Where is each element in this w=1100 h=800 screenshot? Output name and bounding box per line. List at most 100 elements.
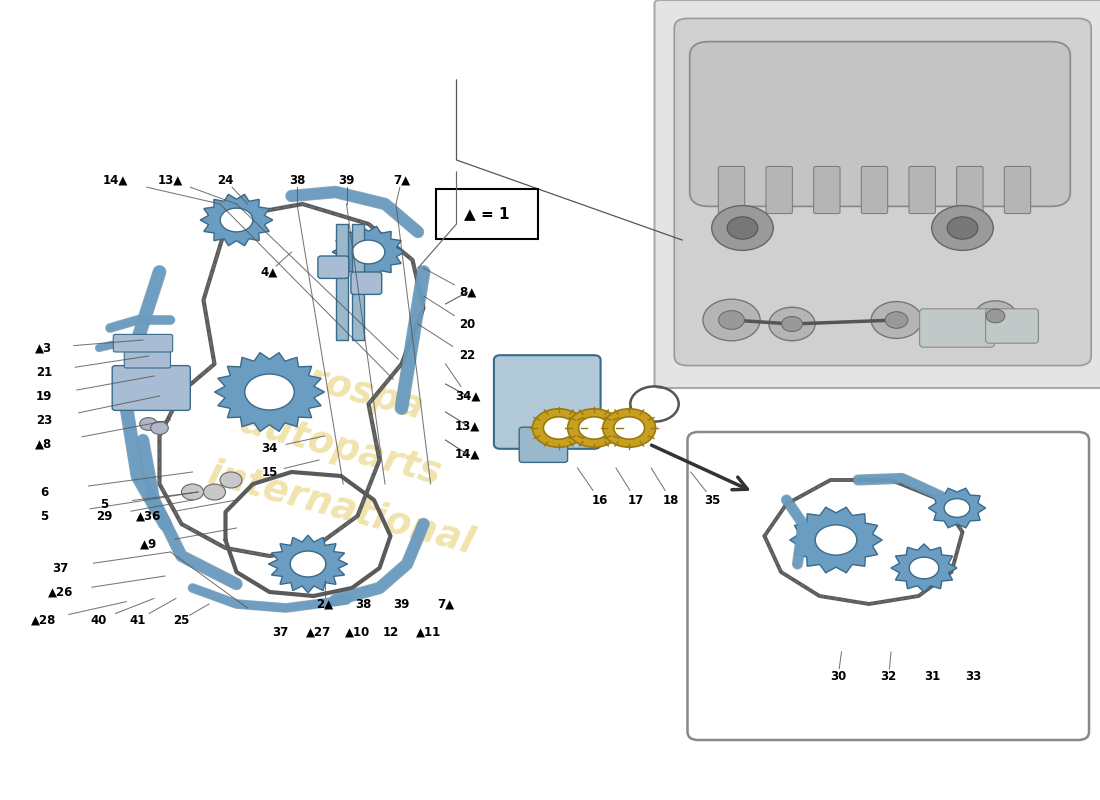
Text: 41: 41 — [130, 614, 145, 626]
FancyBboxPatch shape — [654, 0, 1100, 388]
Polygon shape — [790, 507, 882, 573]
FancyBboxPatch shape — [920, 309, 994, 347]
Text: 16: 16 — [592, 494, 607, 506]
Text: 38: 38 — [289, 174, 305, 186]
FancyBboxPatch shape — [861, 166, 888, 214]
Circle shape — [603, 409, 656, 447]
Text: 23: 23 — [36, 414, 52, 426]
Circle shape — [543, 417, 574, 439]
FancyBboxPatch shape — [113, 334, 173, 352]
Text: 34▲: 34▲ — [454, 390, 481, 402]
Text: ▲10: ▲10 — [345, 626, 370, 638]
Text: 18: 18 — [663, 494, 679, 506]
Circle shape — [151, 422, 168, 434]
Circle shape — [871, 302, 922, 338]
Circle shape — [204, 484, 226, 500]
FancyBboxPatch shape — [766, 166, 792, 214]
Text: 34: 34 — [262, 442, 277, 454]
Polygon shape — [214, 353, 324, 431]
FancyBboxPatch shape — [494, 355, 601, 449]
Text: 12: 12 — [383, 626, 398, 638]
Circle shape — [140, 418, 157, 430]
Text: 5: 5 — [40, 510, 48, 522]
Circle shape — [712, 206, 773, 250]
FancyBboxPatch shape — [909, 166, 935, 214]
Circle shape — [718, 310, 745, 330]
FancyBboxPatch shape — [351, 272, 382, 294]
Text: ▲27: ▲27 — [307, 626, 331, 638]
Text: 29: 29 — [97, 510, 112, 522]
FancyBboxPatch shape — [436, 189, 538, 239]
Text: 30: 30 — [830, 670, 846, 682]
Circle shape — [220, 208, 253, 232]
Polygon shape — [200, 194, 273, 246]
FancyBboxPatch shape — [674, 18, 1091, 366]
Circle shape — [769, 307, 815, 341]
Text: 32: 32 — [881, 670, 896, 682]
Polygon shape — [928, 488, 986, 528]
Circle shape — [932, 206, 993, 250]
Circle shape — [244, 374, 295, 410]
Text: 37: 37 — [53, 562, 68, 574]
Text: 37: 37 — [273, 626, 288, 638]
Circle shape — [220, 472, 242, 488]
Text: autoparts: autoparts — [236, 404, 446, 492]
Text: ▲28: ▲28 — [31, 614, 57, 626]
Text: 22: 22 — [460, 350, 475, 362]
Text: 35: 35 — [705, 494, 720, 506]
FancyBboxPatch shape — [124, 347, 170, 368]
Text: 13▲: 13▲ — [158, 174, 183, 186]
Circle shape — [909, 557, 939, 579]
Text: 39: 39 — [339, 174, 354, 186]
Text: 20: 20 — [460, 318, 475, 330]
Text: 39: 39 — [394, 598, 409, 610]
Circle shape — [947, 217, 978, 239]
Text: ▲36: ▲36 — [135, 510, 162, 522]
Text: ▲9: ▲9 — [140, 538, 157, 550]
Circle shape — [944, 498, 970, 518]
Text: 25: 25 — [174, 614, 189, 626]
Text: 19: 19 — [36, 390, 52, 402]
Text: 21: 21 — [36, 366, 52, 378]
Text: 4▲: 4▲ — [261, 266, 278, 278]
Text: 15: 15 — [262, 466, 277, 478]
Circle shape — [532, 409, 585, 447]
Text: 2▲: 2▲ — [316, 598, 333, 610]
Text: 14▲: 14▲ — [454, 448, 481, 461]
Circle shape — [568, 409, 620, 447]
Text: 33: 33 — [966, 670, 981, 682]
Circle shape — [975, 301, 1016, 331]
Text: 14▲: 14▲ — [102, 174, 129, 186]
Circle shape — [579, 417, 609, 439]
Text: 31: 31 — [925, 670, 940, 682]
Text: ▲26: ▲26 — [47, 586, 74, 598]
Text: ▲8: ▲8 — [35, 438, 53, 450]
Text: 13▲: 13▲ — [455, 419, 480, 432]
Circle shape — [352, 240, 385, 264]
Text: ▲ = 1: ▲ = 1 — [464, 206, 509, 222]
Circle shape — [782, 317, 802, 331]
Text: 5: 5 — [100, 498, 109, 510]
FancyBboxPatch shape — [690, 42, 1070, 206]
FancyBboxPatch shape — [957, 166, 983, 214]
Bar — [336, 224, 348, 340]
Circle shape — [727, 217, 758, 239]
Circle shape — [815, 525, 857, 555]
Text: 7▲: 7▲ — [437, 598, 454, 610]
Text: 8▲: 8▲ — [459, 286, 476, 298]
Polygon shape — [332, 226, 405, 278]
Circle shape — [182, 484, 204, 500]
Circle shape — [886, 312, 907, 328]
FancyBboxPatch shape — [519, 427, 568, 462]
Text: 6: 6 — [40, 486, 48, 498]
Polygon shape — [891, 544, 957, 592]
Bar — [352, 224, 364, 340]
FancyBboxPatch shape — [1004, 166, 1031, 214]
Text: 17: 17 — [628, 494, 643, 506]
Text: 38: 38 — [355, 598, 371, 610]
FancyBboxPatch shape — [112, 366, 190, 410]
Circle shape — [614, 417, 645, 439]
Text: 7▲: 7▲ — [393, 174, 410, 186]
Text: 40: 40 — [91, 614, 107, 626]
Text: international: international — [204, 455, 478, 561]
